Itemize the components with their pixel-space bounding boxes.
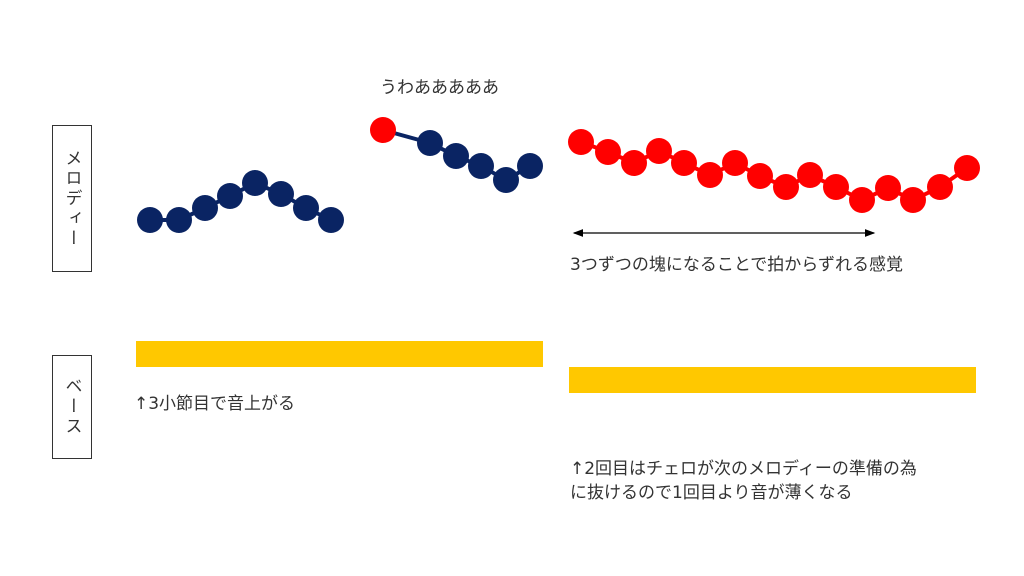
melody-chain-2-note (443, 143, 469, 169)
bass-bar-1 (136, 341, 543, 367)
bass-bar-2 (569, 367, 976, 393)
bass-note-2-line2: に抜けるので1回目より音が薄くなる (570, 483, 853, 503)
melody-chain-3-note (621, 150, 647, 176)
melody-chain-3-note (568, 129, 594, 155)
melody-chain-1-note (242, 170, 268, 196)
grouping-text: 3つずつの塊になることで拍からずれる感覚 (570, 255, 903, 275)
melody-chain-1-note (217, 183, 243, 209)
bass-note-2-line1: ↑2回目はチェロが次のメロディーの準備の為 (570, 459, 917, 479)
melody-chain-2-note (517, 153, 543, 179)
melody-chain-3-note (954, 155, 980, 181)
bass-note-1: ↑3小節目で音上がる (134, 394, 296, 414)
melody-chain-3-note (747, 163, 773, 189)
melody-chain-3-note (875, 175, 901, 201)
melody-label-box: メロディー (52, 125, 92, 272)
melody-chain-2-note (417, 130, 443, 156)
melody-chain-1-note (137, 207, 163, 233)
melody-chain-1-note (318, 207, 344, 233)
melody-chain-1-note (166, 207, 192, 233)
melody-chain-3-note (900, 187, 926, 213)
bass-label-box: ベース (52, 355, 92, 459)
melody-label: メロディー (61, 148, 82, 249)
melody-chain-1-note (268, 181, 294, 207)
exclaim-text: うわあああああ (380, 78, 499, 98)
melody-chain-2-note (370, 117, 396, 143)
melody-chain-3-note (697, 162, 723, 188)
melody-chain-3-line (580, 140, 969, 203)
melody-chain-3-note (927, 174, 953, 200)
melody-chain-2-note (493, 167, 519, 193)
melody-chain-3-note (595, 139, 621, 165)
melody-chain-2-note (468, 153, 494, 179)
melody-chain-3-note (849, 187, 875, 213)
melody-chain-3-note (671, 150, 697, 176)
melody-chain-1-note (192, 195, 218, 221)
melody-chain-3-note (773, 174, 799, 200)
melody-chain-3-note (823, 174, 849, 200)
melody-chain-3-note (646, 138, 672, 164)
melody-chain-3-note (797, 162, 823, 188)
melody-chain-3-note (722, 150, 748, 176)
bass-label: ベース (61, 377, 82, 437)
melody-chain-1-note (293, 195, 319, 221)
